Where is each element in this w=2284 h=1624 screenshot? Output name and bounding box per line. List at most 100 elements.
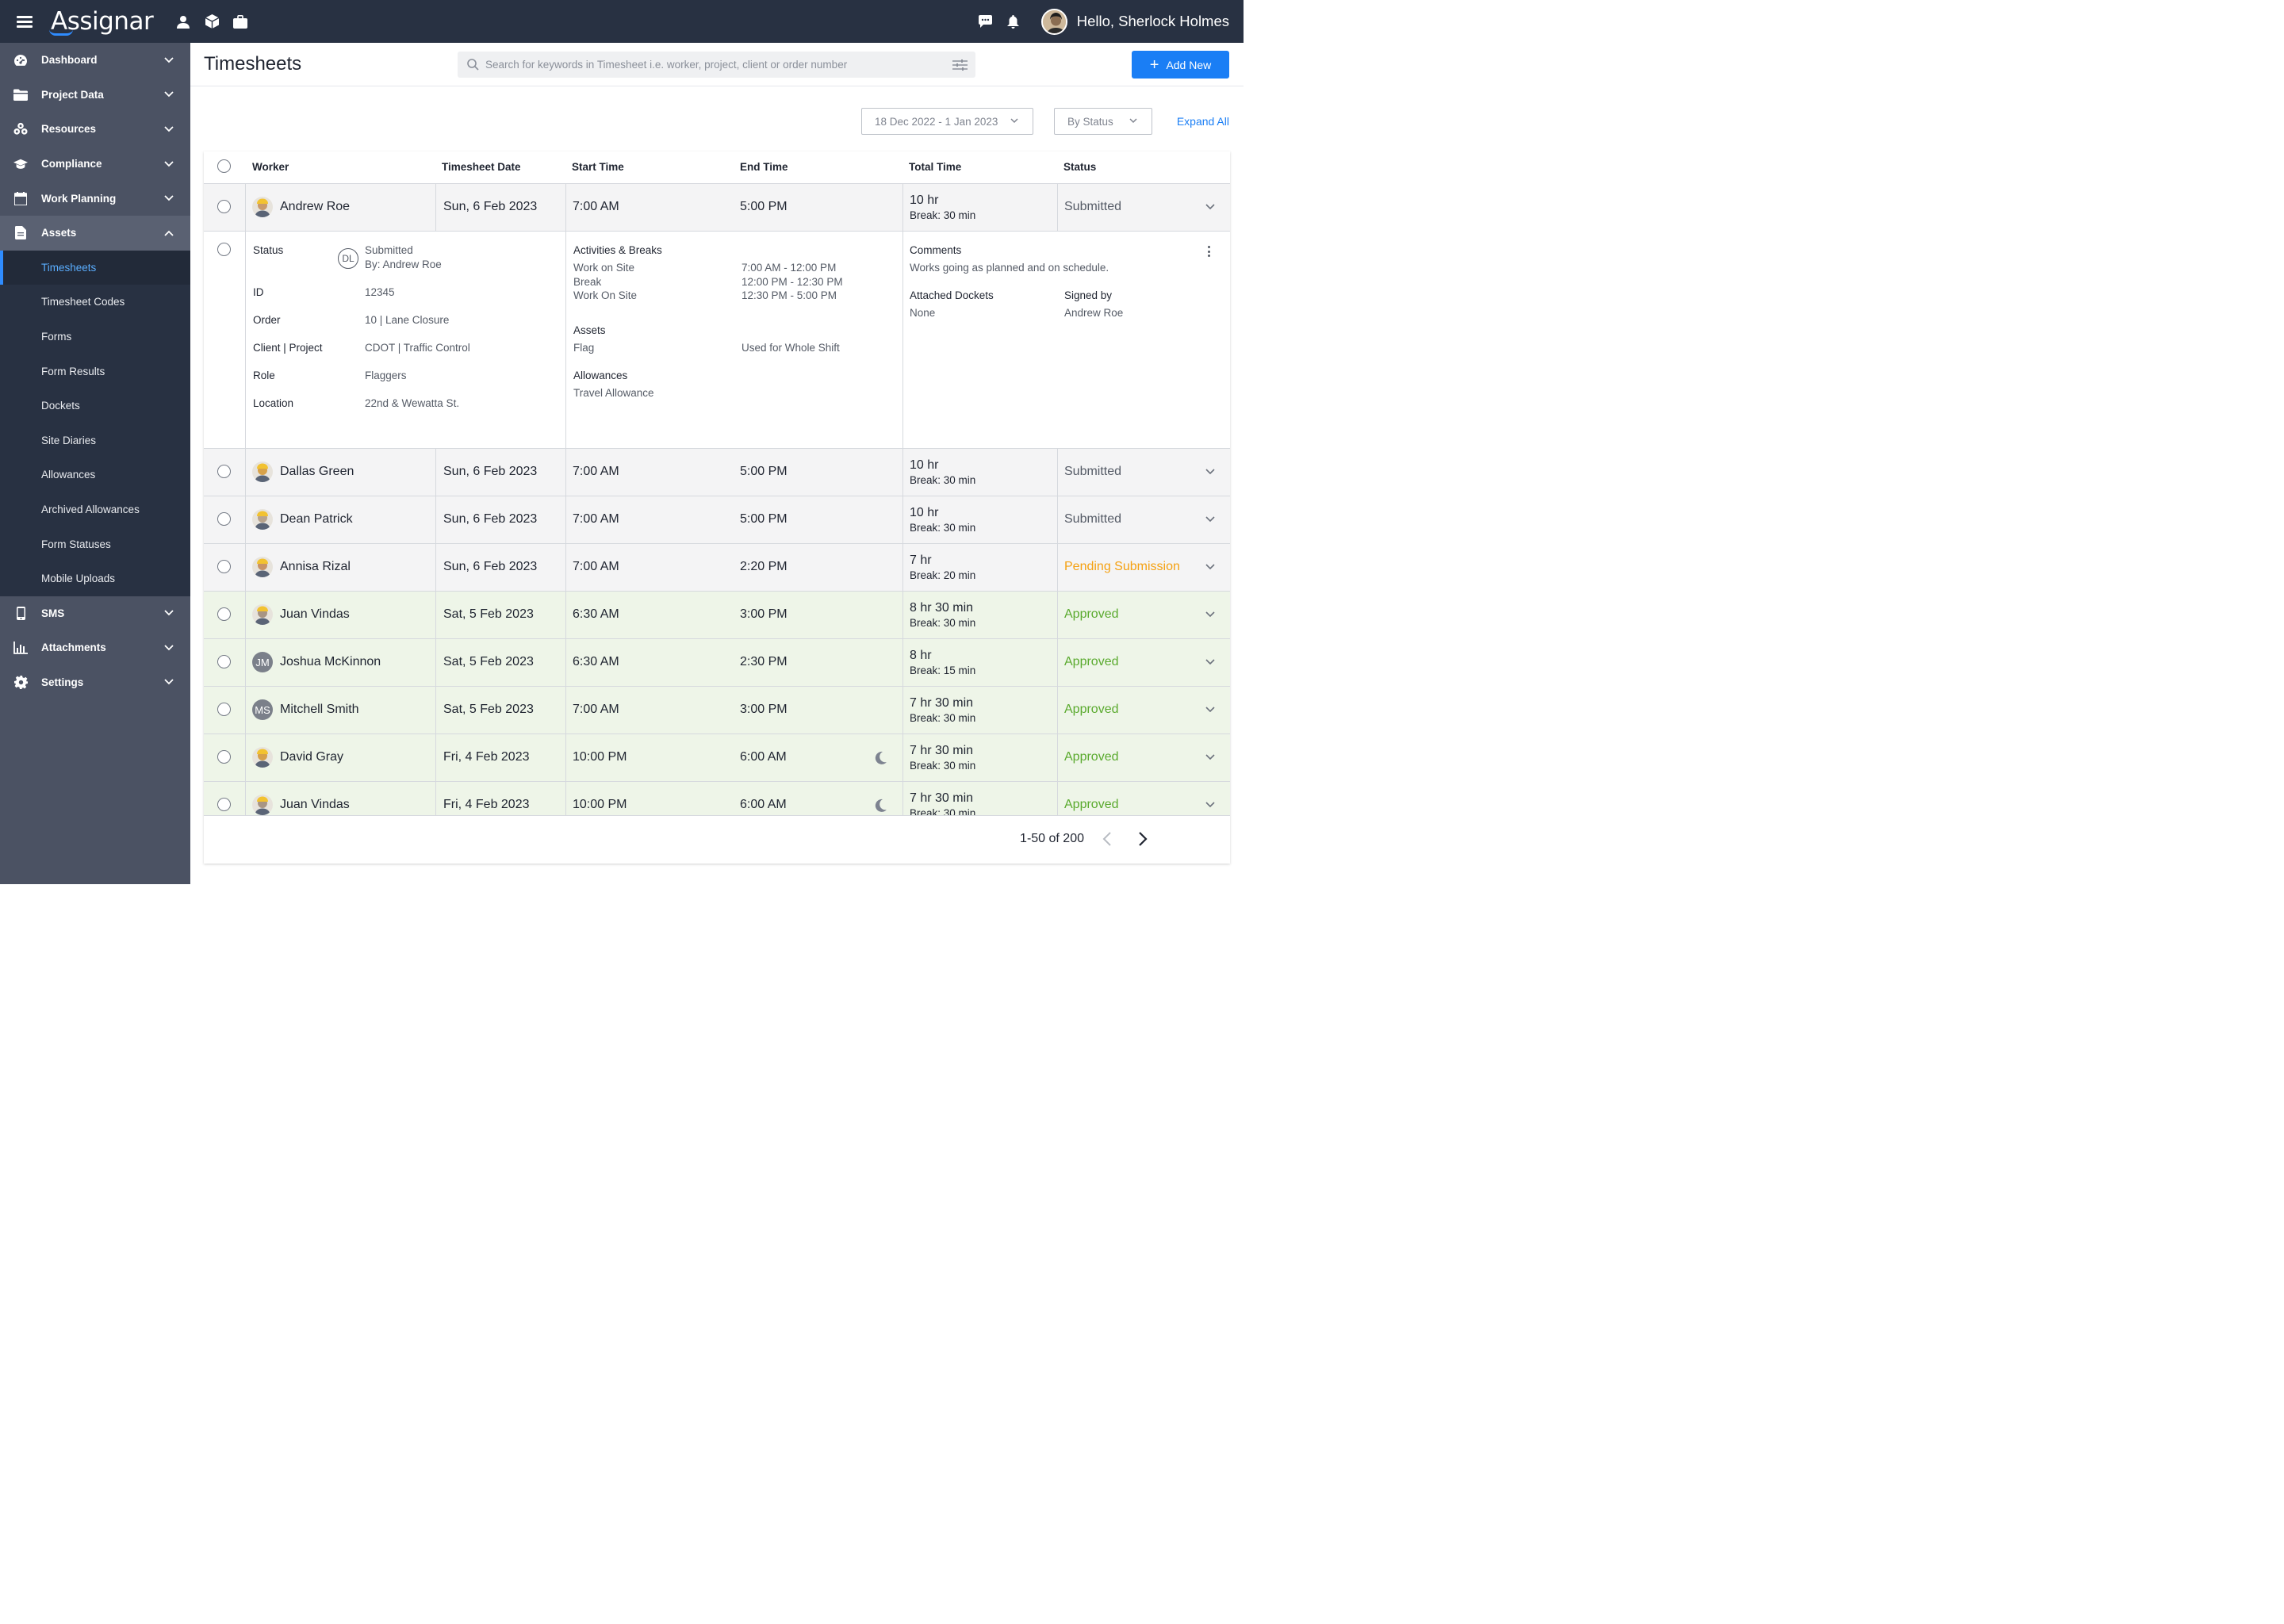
chevron-down-icon[interactable] [1205, 564, 1215, 570]
column-header-date[interactable]: Timesheet Date [442, 161, 521, 173]
document-icon [13, 226, 28, 240]
end-time: 6:00 AM [740, 750, 787, 764]
sidebar-item-project-data[interactable]: Project Data [0, 78, 190, 113]
total-time: 7 hr 30 min [910, 791, 974, 805]
sidebar-item-settings[interactable]: Settings [0, 665, 190, 700]
expand-all-link[interactable]: Expand All [1176, 115, 1229, 128]
timesheet-date: Sat, 5 Feb 2023 [443, 607, 534, 621]
row-select-radio[interactable] [217, 703, 231, 716]
select-all-radio[interactable] [217, 159, 231, 173]
chevron-down-icon[interactable] [1205, 204, 1215, 210]
worker-name[interactable]: Juan Vindas [280, 607, 350, 621]
table-row[interactable]: Juan Vindas Sat, 5 Feb 2023 6:30 AM 3:00 PM… [204, 592, 1230, 639]
user-avatar[interactable] [1040, 8, 1067, 35]
date-range-dropdown[interactable]: 18 Dec 2022 - 1 Jan 2023 [861, 108, 1033, 135]
row-select-radio[interactable] [217, 655, 231, 668]
row-select-radio[interactable] [217, 512, 231, 526]
worker-name[interactable]: Juan Vindas [280, 798, 350, 811]
table-row[interactable]: Dean Patrick Sun, 6 Feb 2023 7:00 AM 5:00 P… [204, 496, 1230, 544]
column-header-worker[interactable]: Worker [252, 161, 289, 173]
sidebar-subitem-timesheets[interactable]: Timesheets [0, 250, 190, 285]
table-row[interactable]: JM Joshua McKinnon Sat, 5 Feb 2023 6:30 AM 2… [204, 639, 1230, 687]
chevron-down-icon[interactable] [1205, 469, 1215, 475]
sidebar-item-work-planning[interactable]: Work Planning [0, 181, 190, 216]
worker-name[interactable]: David Gray [280, 750, 344, 764]
chevron-down-icon[interactable] [1205, 659, 1215, 665]
bell-icon[interactable] [1006, 13, 1021, 29]
worker-name[interactable]: Andrew Roe [280, 200, 351, 213]
briefcase-icon[interactable] [232, 13, 248, 29]
sidebar-item-compliance[interactable]: Compliance [0, 147, 190, 182]
worker-avatar [252, 604, 273, 625]
column-divider [435, 449, 436, 496]
table-row[interactable]: MS Mitchell Smith Sat, 5 Feb 2023 7:00 AM 3:… [204, 687, 1230, 734]
brand-logo[interactable]: Assignar [49, 0, 154, 43]
chevron-down-icon[interactable] [1205, 516, 1215, 523]
row-select-radio[interactable] [217, 200, 231, 213]
sidebar-item-assets[interactable]: Assets [0, 215, 190, 251]
sidebar-subitem-form-statuses[interactable]: Form Statuses [41, 538, 111, 550]
worker-name[interactable]: Dean Patrick [280, 512, 353, 526]
detail-radio[interactable] [217, 243, 231, 256]
table-row[interactable]: David Gray Fri, 4 Feb 2023 10:00 PM 6:00 AM… [204, 734, 1230, 782]
cube-icon[interactable] [204, 13, 220, 29]
attached-dockets-label: Attached Dockets [910, 289, 994, 301]
chevron-down-icon [164, 645, 174, 651]
table-row[interactable]: Annisa Rizal Sun, 6 Feb 2023 7:00 AM 2:20 P… [204, 544, 1230, 592]
group-by-dropdown[interactable]: By Status [1054, 108, 1152, 135]
sidebar-subitem-allowances[interactable]: Allowances [41, 469, 96, 481]
sidebar-subitem-archived-allowances[interactable]: Archived Allowances [41, 504, 140, 516]
chevron-down-icon[interactable] [1205, 707, 1215, 713]
worker-avatar [252, 557, 273, 577]
user-icon[interactable] [175, 13, 191, 29]
previous-page-icon[interactable] [1102, 832, 1112, 846]
column-header-start[interactable]: Start Time [572, 161, 624, 173]
sidebar-subitem-forms[interactable]: Forms [41, 331, 72, 343]
filter-sliders-icon[interactable] [952, 59, 968, 71]
chevron-down-icon[interactable] [1205, 802, 1215, 808]
search-bar[interactable] [458, 52, 975, 78]
search-input[interactable] [485, 59, 952, 71]
row-select-radio[interactable] [217, 560, 231, 573]
table-row[interactable]: Dallas Green Sun, 6 Feb 2023 7:00 AM 5:00 P… [204, 449, 1230, 496]
column-divider [902, 449, 903, 496]
start-time: 6:30 AM [573, 607, 619, 621]
table-row[interactable]: Andrew Roe Sun, 6 Feb 2023 7:00 AM 5:00 PM 1… [204, 184, 1230, 232]
sidebar-subitem-dockets[interactable]: Dockets [41, 400, 80, 412]
chat-icon[interactable] [978, 13, 994, 29]
worker-name[interactable]: Mitchell Smith [280, 703, 359, 716]
table-row[interactable]: Juan Vindas Fri, 4 Feb 2023 10:00 PM 6:00 A… [204, 782, 1230, 815]
column-header-status[interactable]: Status [1063, 161, 1097, 173]
sidebar-subitem-mobile-uploads[interactable]: Mobile Uploads [41, 573, 116, 585]
next-page-icon[interactable] [1138, 832, 1148, 846]
menu-icon[interactable] [17, 16, 33, 28]
column-header-total[interactable]: Total Time [909, 161, 962, 173]
sidebar-subitem-timesheet-codes[interactable]: Timesheet Codes [41, 296, 125, 308]
start-time: 7:00 AM [573, 465, 619, 478]
sidebar-item-attachments[interactable]: Attachments [0, 630, 190, 665]
sidebar-subitem-site-diaries[interactable]: Site Diaries [41, 434, 97, 446]
worker-name[interactable]: Joshua McKinnon [280, 655, 381, 668]
add-new-button[interactable]: + Add New [1132, 51, 1229, 79]
row-select-radio[interactable] [217, 750, 231, 764]
sidebar-item-label: Project Data [41, 88, 104, 101]
column-divider [902, 782, 903, 815]
worker-name[interactable]: Annisa Rizal [280, 560, 351, 573]
column-header-end[interactable]: End Time [740, 161, 788, 173]
sidebar-item-sms[interactable]: SMS [0, 596, 190, 631]
more-options-icon[interactable] [1208, 246, 1211, 259]
page-title: Timesheets [204, 53, 302, 75]
break-time: Break: 30 min [910, 760, 976, 772]
total-time: 10 hr [910, 193, 939, 207]
sidebar-item-resources[interactable]: Resources [0, 112, 190, 147]
row-select-radio[interactable] [217, 798, 231, 811]
worker-name[interactable]: Dallas Green [280, 465, 354, 478]
row-select-radio[interactable] [217, 465, 231, 478]
column-divider [565, 687, 566, 733]
chevron-down-icon[interactable] [1205, 611, 1215, 618]
asset-usage: Used for Whole Shift [742, 342, 840, 354]
row-select-radio[interactable] [217, 607, 231, 621]
sidebar-item-dashboard[interactable]: Dashboard [0, 43, 190, 78]
sidebar-subitem-form-results[interactable]: Form Results [41, 365, 105, 377]
chevron-down-icon[interactable] [1205, 754, 1215, 760]
